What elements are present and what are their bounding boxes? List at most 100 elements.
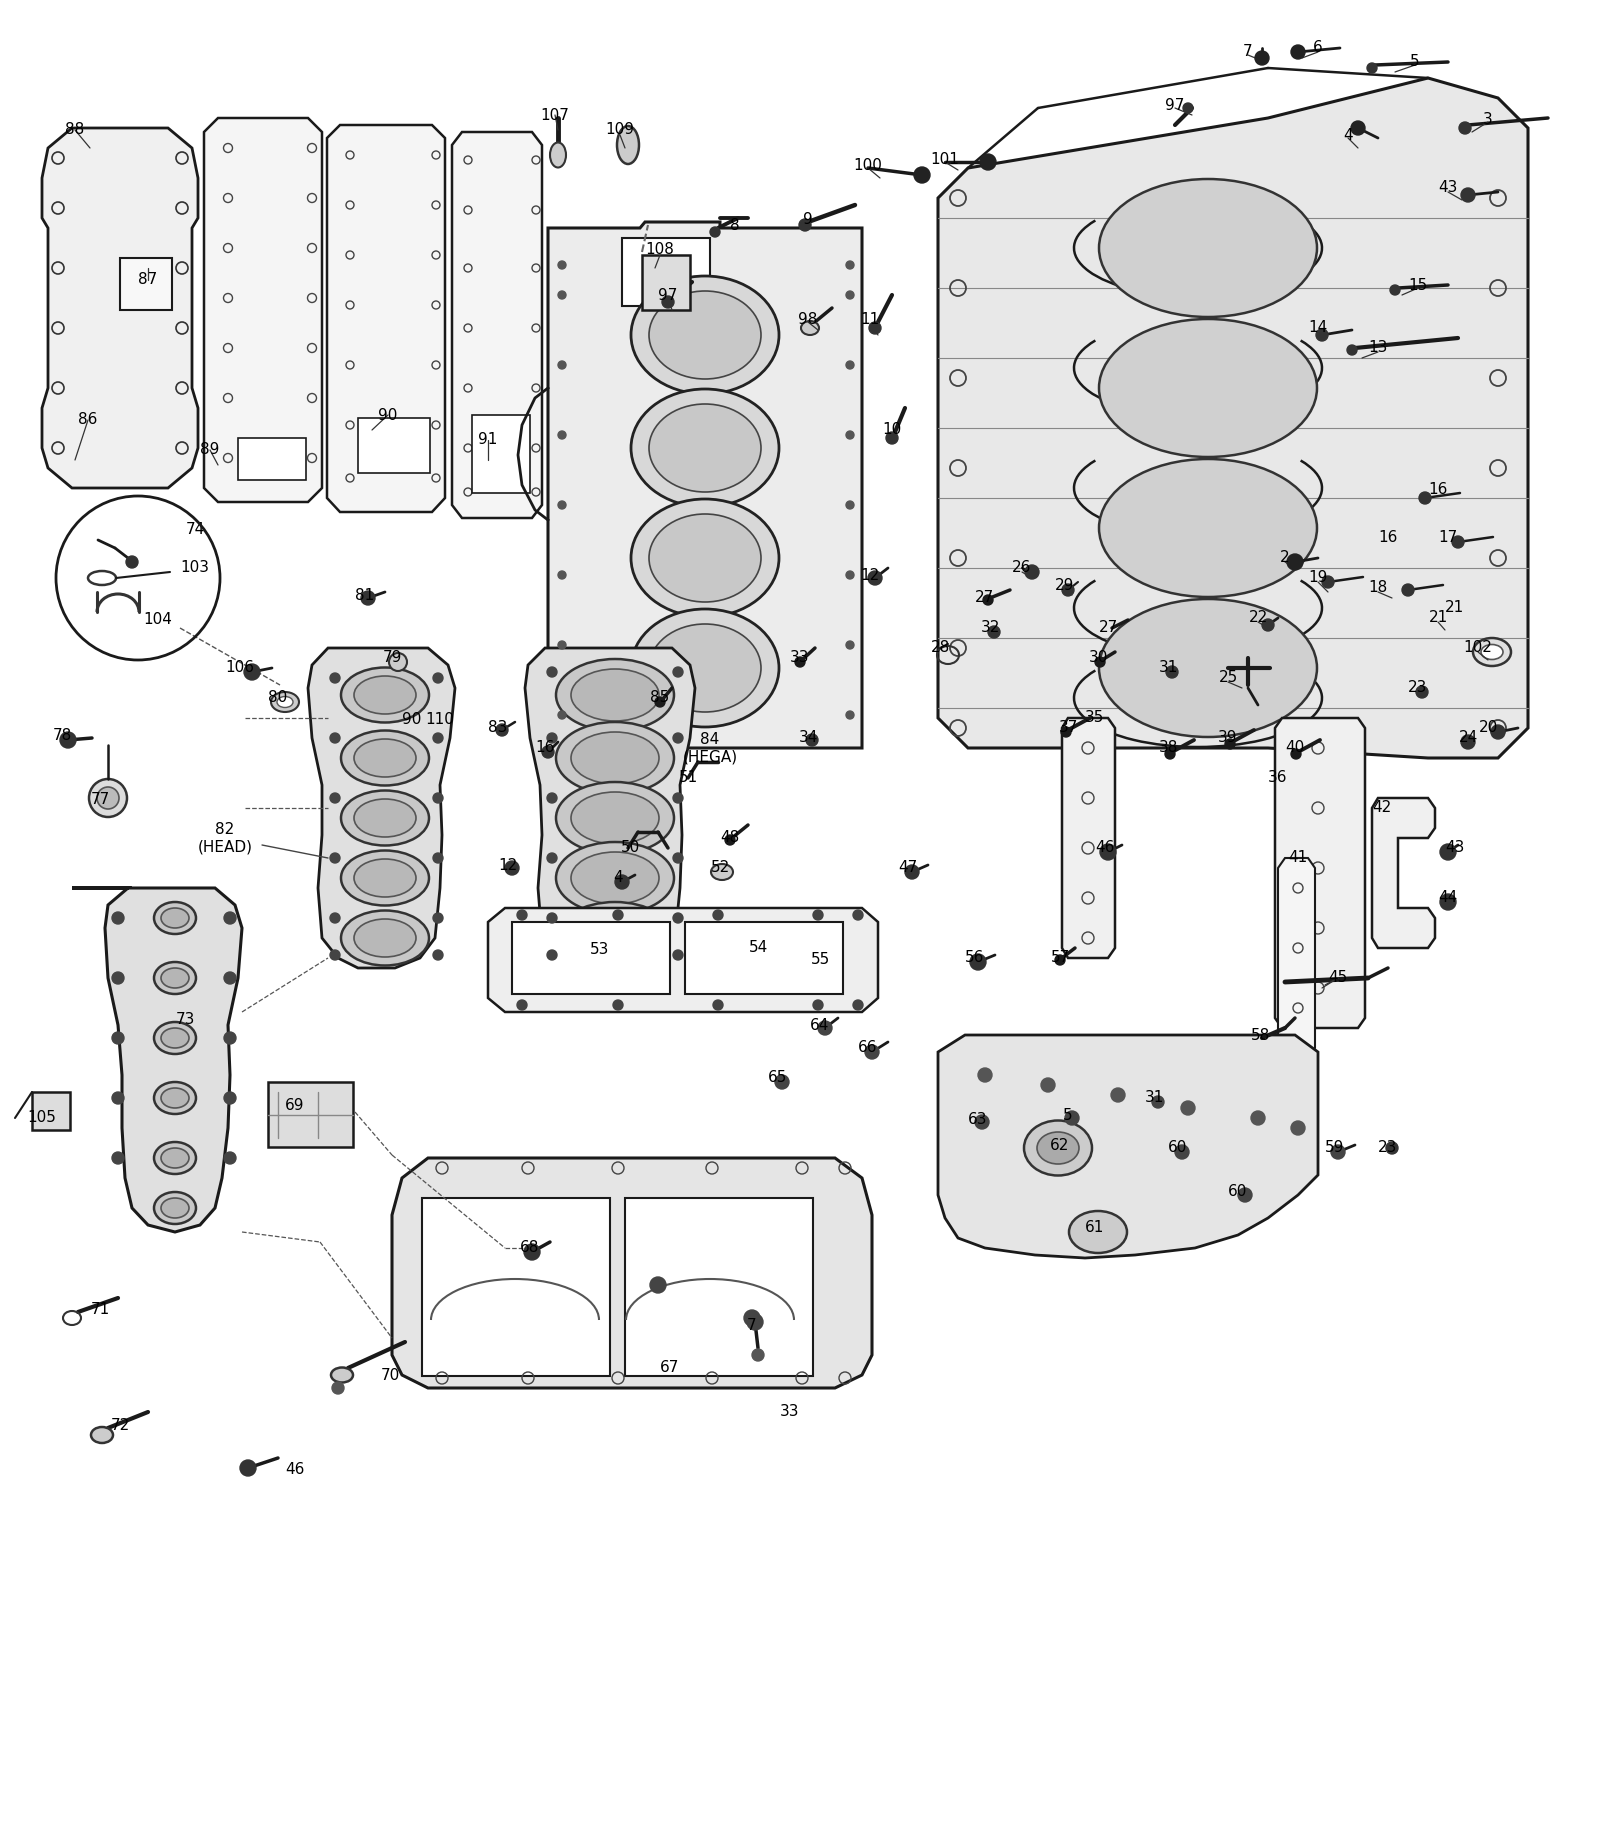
Circle shape — [1491, 725, 1506, 739]
Circle shape — [434, 853, 443, 864]
Text: 21: 21 — [1429, 611, 1448, 626]
Ellipse shape — [557, 723, 674, 794]
Circle shape — [330, 734, 339, 743]
Circle shape — [774, 1074, 789, 1089]
Ellipse shape — [98, 787, 118, 809]
Text: 4: 4 — [613, 871, 622, 886]
Text: 87: 87 — [138, 273, 158, 287]
Text: 50: 50 — [621, 840, 640, 855]
Circle shape — [795, 657, 805, 666]
Ellipse shape — [162, 1089, 189, 1107]
Text: 105: 105 — [27, 1111, 56, 1125]
Bar — [622, 238, 710, 306]
Text: 20: 20 — [1478, 721, 1498, 736]
Text: 78: 78 — [53, 728, 72, 743]
Text: 51: 51 — [678, 770, 698, 785]
Circle shape — [613, 999, 622, 1010]
Polygon shape — [72, 888, 242, 1232]
Ellipse shape — [331, 1367, 354, 1382]
Circle shape — [61, 732, 77, 748]
Ellipse shape — [1099, 179, 1317, 317]
Text: 14: 14 — [1309, 320, 1328, 335]
Circle shape — [525, 1244, 541, 1261]
Text: 3: 3 — [1483, 112, 1493, 128]
Circle shape — [813, 999, 822, 1010]
Polygon shape — [938, 79, 1528, 758]
Ellipse shape — [630, 390, 779, 507]
Text: 36: 36 — [1269, 770, 1288, 785]
Circle shape — [866, 1045, 878, 1060]
Text: 11: 11 — [861, 313, 880, 328]
Text: 5: 5 — [1410, 55, 1419, 70]
Text: 45: 45 — [1328, 970, 1347, 986]
Text: 107: 107 — [541, 108, 570, 123]
Polygon shape — [307, 648, 454, 968]
Circle shape — [240, 1460, 256, 1477]
Circle shape — [1453, 536, 1464, 547]
Text: 65: 65 — [768, 1071, 787, 1085]
Text: 103: 103 — [181, 560, 210, 575]
Text: 31: 31 — [1158, 661, 1178, 675]
Ellipse shape — [618, 126, 638, 165]
Ellipse shape — [354, 675, 416, 714]
Circle shape — [674, 913, 683, 922]
Text: 102: 102 — [1464, 640, 1493, 655]
Text: 23: 23 — [1378, 1140, 1398, 1155]
Ellipse shape — [550, 143, 566, 168]
Text: 41: 41 — [1288, 851, 1307, 866]
Circle shape — [978, 1069, 992, 1082]
Text: 73: 73 — [176, 1012, 195, 1027]
Circle shape — [798, 220, 811, 231]
Circle shape — [1026, 565, 1038, 578]
Ellipse shape — [571, 732, 659, 783]
Text: 52: 52 — [710, 860, 730, 875]
Text: 46: 46 — [285, 1462, 304, 1477]
Ellipse shape — [650, 404, 762, 492]
Text: 59: 59 — [1325, 1140, 1344, 1155]
Circle shape — [330, 673, 339, 683]
Text: 4: 4 — [1342, 128, 1354, 143]
Circle shape — [1226, 739, 1235, 748]
Ellipse shape — [802, 320, 819, 335]
Circle shape — [1181, 1102, 1195, 1114]
Circle shape — [112, 911, 125, 924]
Circle shape — [974, 1114, 989, 1129]
Circle shape — [1459, 123, 1470, 134]
Circle shape — [1286, 554, 1302, 569]
Circle shape — [846, 262, 854, 269]
Text: 9: 9 — [803, 212, 813, 227]
Text: 58: 58 — [1250, 1027, 1270, 1043]
Text: 28: 28 — [930, 640, 950, 655]
Circle shape — [434, 950, 443, 961]
Circle shape — [330, 853, 339, 864]
Text: 12: 12 — [498, 858, 518, 873]
Circle shape — [1419, 492, 1430, 503]
Text: 84
(HEGA): 84 (HEGA) — [683, 732, 738, 765]
Circle shape — [547, 666, 557, 677]
Text: 54: 54 — [749, 941, 768, 955]
Text: 63: 63 — [968, 1113, 987, 1127]
Ellipse shape — [571, 792, 659, 844]
Circle shape — [1315, 329, 1328, 340]
Circle shape — [1042, 1078, 1054, 1093]
Circle shape — [846, 501, 854, 509]
Circle shape — [112, 1032, 125, 1043]
Polygon shape — [42, 128, 198, 489]
Ellipse shape — [341, 851, 429, 906]
Text: 7: 7 — [1243, 44, 1253, 60]
Ellipse shape — [162, 908, 189, 928]
Circle shape — [1062, 584, 1074, 597]
Circle shape — [813, 910, 822, 920]
Text: 32: 32 — [981, 620, 1000, 635]
Circle shape — [1402, 584, 1414, 597]
Circle shape — [982, 595, 994, 606]
Text: 31: 31 — [1146, 1091, 1165, 1105]
Circle shape — [1291, 1122, 1306, 1135]
Bar — [512, 922, 670, 994]
Text: 67: 67 — [661, 1360, 680, 1376]
Text: 7: 7 — [747, 1318, 757, 1332]
Circle shape — [869, 322, 882, 335]
Circle shape — [818, 1021, 832, 1036]
Circle shape — [496, 725, 509, 736]
Circle shape — [1350, 121, 1365, 135]
